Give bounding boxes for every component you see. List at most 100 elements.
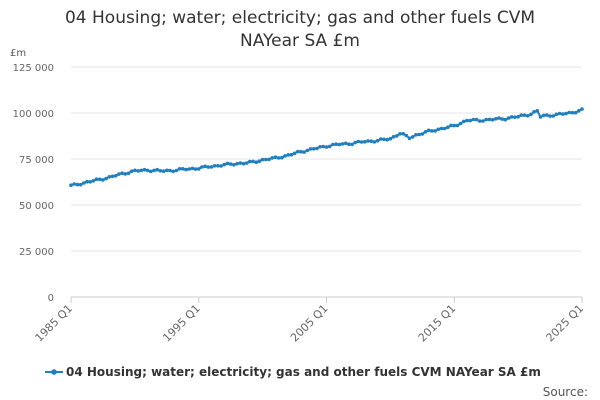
data-point[interactable] <box>187 167 191 171</box>
data-point[interactable] <box>420 132 425 136</box>
data-point[interactable] <box>353 140 358 145</box>
data-point[interactable] <box>254 160 258 164</box>
data-point[interactable] <box>82 181 86 185</box>
data-point[interactable] <box>379 137 383 141</box>
data-point[interactable] <box>350 142 354 147</box>
data-point[interactable] <box>468 118 473 123</box>
data-point[interactable] <box>232 163 236 167</box>
data-point[interactable] <box>503 117 508 122</box>
data-point[interactable] <box>145 168 150 173</box>
data-point[interactable] <box>465 118 469 123</box>
data-point[interactable] <box>69 183 73 187</box>
data-point[interactable] <box>385 137 390 142</box>
data-point[interactable] <box>347 142 351 146</box>
data-point[interactable] <box>244 161 249 165</box>
data-point[interactable] <box>401 132 406 136</box>
data-point[interactable] <box>283 154 287 158</box>
data-point[interactable] <box>158 169 163 173</box>
data-point[interactable] <box>171 169 175 174</box>
data-point[interactable] <box>302 150 306 154</box>
data-point[interactable] <box>315 146 319 151</box>
data-point[interactable] <box>321 144 326 149</box>
data-point[interactable] <box>241 161 246 166</box>
data-point[interactable] <box>509 115 514 119</box>
data-point[interactable] <box>174 168 179 173</box>
data-point[interactable] <box>324 145 329 149</box>
data-point[interactable] <box>107 175 112 179</box>
data-point[interactable] <box>417 132 421 137</box>
data-point[interactable] <box>407 136 412 141</box>
data-point[interactable] <box>248 159 252 164</box>
data-point[interactable] <box>426 128 431 133</box>
data-point[interactable] <box>91 179 96 183</box>
data-point[interactable] <box>238 161 243 165</box>
data-point[interactable] <box>139 168 144 173</box>
data-point[interactable] <box>311 147 316 151</box>
data-point[interactable] <box>289 152 294 157</box>
data-point[interactable] <box>264 157 268 162</box>
data-point[interactable] <box>209 165 214 169</box>
data-point[interactable] <box>113 174 118 178</box>
data-point[interactable] <box>260 157 265 162</box>
data-point[interactable] <box>398 132 402 136</box>
data-point[interactable] <box>225 161 230 166</box>
data-point[interactable] <box>452 123 457 128</box>
data-point[interactable] <box>206 165 211 169</box>
data-point[interactable] <box>478 119 482 123</box>
data-point[interactable] <box>133 168 137 173</box>
data-point[interactable] <box>439 126 444 131</box>
data-point[interactable] <box>554 112 559 117</box>
data-point[interactable] <box>305 148 310 153</box>
data-point[interactable] <box>359 140 364 144</box>
data-point[interactable] <box>506 116 511 120</box>
data-point[interactable] <box>273 155 278 159</box>
data-point[interactable] <box>388 136 393 141</box>
data-point[interactable] <box>181 167 185 171</box>
data-point[interactable] <box>104 176 108 181</box>
data-point[interactable] <box>270 156 275 160</box>
data-point[interactable] <box>197 167 201 171</box>
data-point[interactable] <box>382 137 386 142</box>
data-point[interactable] <box>161 169 166 173</box>
data-point[interactable] <box>88 180 92 184</box>
data-point[interactable] <box>490 118 495 122</box>
data-point[interactable] <box>561 112 565 116</box>
data-point[interactable] <box>532 110 536 114</box>
data-point[interactable] <box>548 114 552 118</box>
data-point[interactable] <box>410 135 415 139</box>
data-point[interactable] <box>487 117 492 122</box>
data-point[interactable] <box>573 110 578 115</box>
data-point[interactable] <box>228 162 233 166</box>
data-point[interactable] <box>481 119 485 123</box>
data-point[interactable] <box>343 141 348 146</box>
data-point[interactable] <box>449 123 453 128</box>
data-point[interactable] <box>471 117 476 122</box>
data-point[interactable] <box>564 111 568 116</box>
data-point[interactable] <box>372 140 377 144</box>
data-point[interactable] <box>296 149 300 154</box>
data-point[interactable] <box>216 164 220 168</box>
data-point[interactable] <box>414 133 418 137</box>
data-point[interactable] <box>286 153 291 157</box>
data-point[interactable] <box>267 157 271 162</box>
data-point[interactable] <box>235 161 239 166</box>
data-point[interactable] <box>212 164 217 168</box>
data-point[interactable] <box>78 182 83 187</box>
data-point[interactable] <box>200 165 204 169</box>
data-point[interactable] <box>433 129 437 133</box>
data-point[interactable] <box>545 113 549 117</box>
data-point[interactable] <box>97 177 102 182</box>
legend[interactable]: 04 Housing; water; electricity; gas and … <box>45 365 541 379</box>
data-point[interactable] <box>455 123 460 128</box>
data-point[interactable] <box>222 162 227 167</box>
data-point[interactable] <box>458 121 463 126</box>
data-point[interactable] <box>129 169 134 173</box>
data-point[interactable] <box>529 112 533 117</box>
data-point[interactable] <box>570 110 575 115</box>
data-point[interactable] <box>203 164 207 169</box>
data-point[interactable] <box>484 117 489 122</box>
data-point[interactable] <box>123 172 128 176</box>
data-point[interactable] <box>519 113 524 117</box>
data-point[interactable] <box>327 144 332 149</box>
data-point[interactable] <box>280 155 284 160</box>
